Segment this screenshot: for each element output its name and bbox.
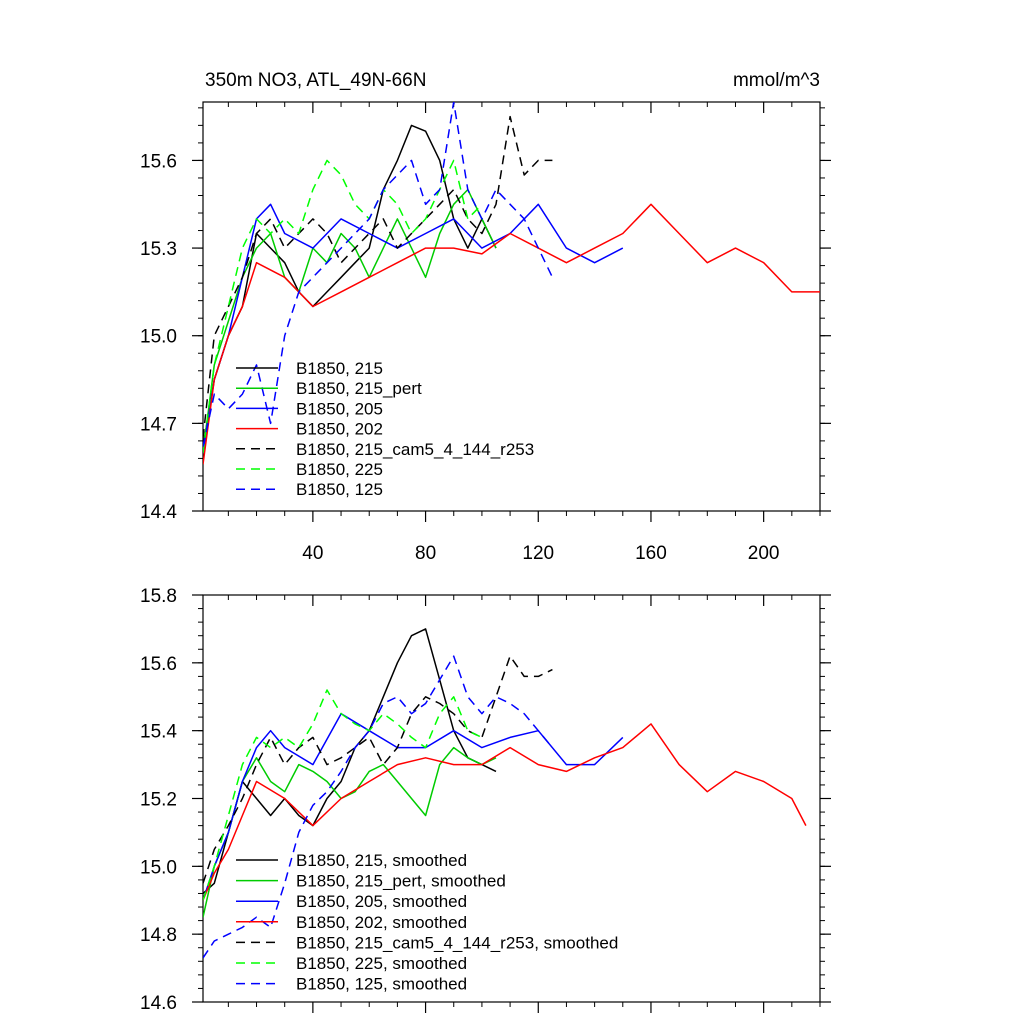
bottom-legend-label-0: B1850, 215, smoothed <box>296 851 467 870</box>
bottom-series-line-5 <box>203 689 483 901</box>
top-x-tick-label: 160 <box>635 543 667 564</box>
bottom-legend-label-5: B1850, 225, smoothed <box>296 954 467 973</box>
top-chart-title: 350m NO3, ATL_49N-66N <box>205 70 426 91</box>
bottom-legend-label-3: B1850, 202, smoothed <box>296 913 467 932</box>
top-legend-label-6: B1850, 125 <box>296 480 383 499</box>
bottom-legend-label-1: B1850, 215_pert, smoothed <box>296 872 506 891</box>
bottom-series-line-3 <box>203 723 807 901</box>
top-legend-label-3: B1850, 202 <box>296 420 383 439</box>
top-x-tick-label: 200 <box>748 543 780 564</box>
bottom-y-tick-label: 15.2 <box>140 790 177 811</box>
top-legend-label-0: B1850, 215 <box>296 359 383 378</box>
top-y-tick-label: 15.3 <box>140 239 177 260</box>
bottom-y-tick-label: 15.6 <box>140 654 177 675</box>
top-x-tick-label: 40 <box>302 543 323 564</box>
top-chart-units: mmol/m^3 <box>733 70 820 91</box>
top-legend-label-1: B1850, 215_pert <box>296 379 422 398</box>
bottom-y-tick-label: 14.8 <box>140 925 177 946</box>
top-legend-label-2: B1850, 205 <box>296 399 383 418</box>
top-plot-frame <box>202 101 821 512</box>
bottom-y-tick-label: 15.0 <box>140 857 177 878</box>
bottom-legend-label-4: B1850, 215_cam5_4_144_r253, smoothed <box>296 933 618 952</box>
top-y-tick-label: 14.7 <box>140 414 177 435</box>
bottom-y-tick-label: 14.6 <box>140 993 177 1014</box>
top-series-line-6 <box>203 102 554 447</box>
top-chart-panel: 40 80 120 160 200 14.4 14.7 15.0 15.3 15.6 B1850, … <box>140 101 831 564</box>
top-x-tick-label: 80 <box>415 543 436 564</box>
bottom-legend-label-2: B1850, 205, smoothed <box>296 892 467 911</box>
top-y-tick-label: 15.6 <box>140 151 177 172</box>
top-y-tick-label: 14.4 <box>140 502 177 523</box>
bottom-series-line-4 <box>203 655 553 884</box>
top-legend-label-4: B1850, 215_cam5_4_144_r253 <box>296 440 534 459</box>
top-x-tick-label: 120 <box>522 543 554 564</box>
top-y-tick-label: 15.0 <box>140 327 177 348</box>
top-legend-label-5: B1850, 225 <box>296 460 383 479</box>
bottom-y-tick-label: 15.8 <box>140 586 177 607</box>
bottom-y-tick-label: 15.4 <box>140 722 177 743</box>
top-series-line-4 <box>203 115 553 439</box>
bottom-legend-label-6: B1850, 125, smoothed <box>296 975 467 994</box>
top-series-line-3 <box>203 203 820 465</box>
bottom-series-group <box>203 628 807 959</box>
bottom-chart-panel: 14.6 14.8 15.0 15.2 15.4 15.6 15.8 B1850, 215, … <box>140 586 831 1014</box>
top-series-line-0 <box>203 124 497 447</box>
top-series-group <box>203 102 820 465</box>
